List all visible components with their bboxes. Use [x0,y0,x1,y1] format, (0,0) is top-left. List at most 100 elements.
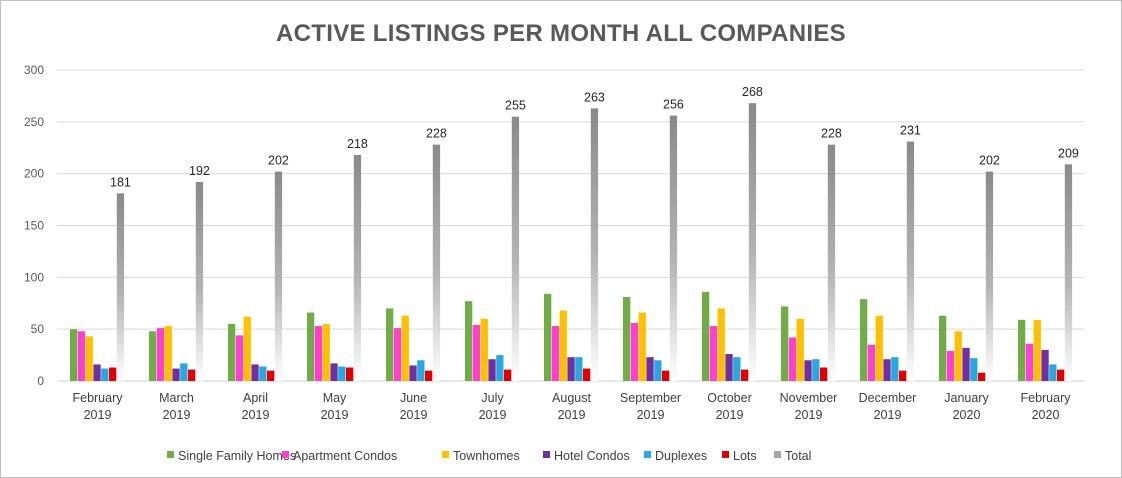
bar-hotel-condos [646,357,654,381]
bar-lots [978,372,986,381]
bar-duplexes [180,363,188,381]
bar-hotel-condos [725,354,733,381]
bar-single-family-homes [860,299,868,381]
bar-duplexes [496,355,504,381]
legend-swatch-hotel-condos [543,451,550,458]
bar-townhomes [1033,319,1041,381]
bar-total [353,155,362,381]
bar-apartment-condos [1025,343,1034,381]
bar-townhomes [243,316,251,381]
x-category-label: August 2019 [552,391,591,422]
bar-total [669,115,678,381]
bar-townhomes [164,326,172,381]
legend-swatch-total [774,451,781,458]
bar-lots [109,367,117,381]
bar-duplexes [970,358,978,381]
bar-townhomes [875,315,883,381]
legend-swatch-townhomes [442,451,449,458]
bar-duplexes [654,360,662,381]
bars [70,103,1073,382]
bar-townhomes [85,336,93,381]
legend-label-hotel-condos: Hotel Condos [554,449,630,463]
bar-hotel-condos [172,368,180,381]
legend-label-total: Total [785,449,811,463]
bar-apartment-condos [867,344,876,381]
bar-total [906,141,915,381]
bar-single-family-homes [70,329,78,381]
bar-lots [267,370,275,381]
y-tick-label: 0 [37,374,44,388]
x-axis-categories: February 2019 March 2019 April 2019 May 2019 Jun… [72,391,1071,422]
bar-total [195,181,204,381]
legend-label-apartment-condos: Apartment Condos [293,449,397,463]
bar-apartment-condos [630,322,639,381]
bar-hotel-condos [567,357,575,381]
bar-single-family-homes [386,308,394,381]
bar-townhomes [954,331,962,381]
bar-lots [741,369,749,381]
bar-apartment-condos [393,328,402,381]
bar-lots [820,367,828,381]
x-category-label: May 2019 [321,391,349,422]
legend-swatch-single-family-homes [167,451,174,458]
y-tick-label: 100 [24,270,44,284]
data-label-total: 192 [189,164,210,178]
x-category-label: January 2020 [944,391,989,422]
legend-label-single-family-homes: Single Family Homes [178,449,296,463]
data-label-total: 268 [742,85,763,99]
bar-lots [1057,369,1065,381]
bar-hotel-condos [804,360,812,381]
bar-townhomes [638,312,646,381]
x-category-label: December 2019 [859,391,917,422]
bar-single-family-homes [307,312,315,381]
y-tick-label: 50 [31,322,45,336]
x-category-label: October 2019 [707,391,751,422]
data-labels: 181 192 202 218 228 255 263 256 268 228 231 202 209 [110,85,1079,189]
x-category-label: July 2019 [479,391,507,422]
bar-single-family-homes [228,323,236,381]
bar-townhomes [401,315,409,381]
bar-apartment-condos [314,326,323,381]
legend-swatch-lots [722,451,729,458]
bar-hotel-condos [251,364,259,381]
bar-townhomes [559,310,567,381]
data-label-total: 209 [1058,146,1079,160]
bar-hotel-condos [962,347,970,381]
legend-label-lots: Lots [733,449,757,463]
bar-total [827,144,836,381]
bar-hotel-condos [93,364,101,381]
bar-apartment-condos [551,326,560,381]
bar-townhomes [480,318,488,381]
data-label-total: 263 [584,90,605,104]
legend-swatch-duplexes [644,451,651,458]
y-tick-label: 250 [24,115,44,129]
gridlines [57,69,1084,382]
bar-lots [188,369,196,381]
bar-lots [504,369,512,381]
bar-apartment-condos [709,326,718,381]
bar-single-family-homes [939,315,947,381]
bar-lots [899,370,907,381]
bar-duplexes [891,357,899,381]
bar-lots [583,368,591,381]
y-tick-label: 300 [24,63,44,77]
x-category-label: June 2019 [400,391,428,422]
data-label-total: 218 [347,137,368,151]
x-category-label: November 2019 [780,391,838,422]
legend-label-townhomes: Townhomes [453,449,520,463]
chart-title: ACTIVE LISTINGS PER MONTH ALL COMPANIES [276,20,846,47]
bar-apartment-condos [156,328,165,381]
bar-total [985,171,994,381]
bar-duplexes [101,368,109,381]
bar-single-family-homes [781,306,789,381]
data-label-total: 255 [505,99,526,113]
bar-total [590,108,599,382]
bar-apartment-condos [788,337,797,381]
x-category-label: April 2019 [242,391,270,422]
data-label-total: 202 [268,154,289,168]
bar-hotel-condos [883,359,891,381]
bar-lots [425,370,433,381]
bar-duplexes [1049,364,1057,381]
